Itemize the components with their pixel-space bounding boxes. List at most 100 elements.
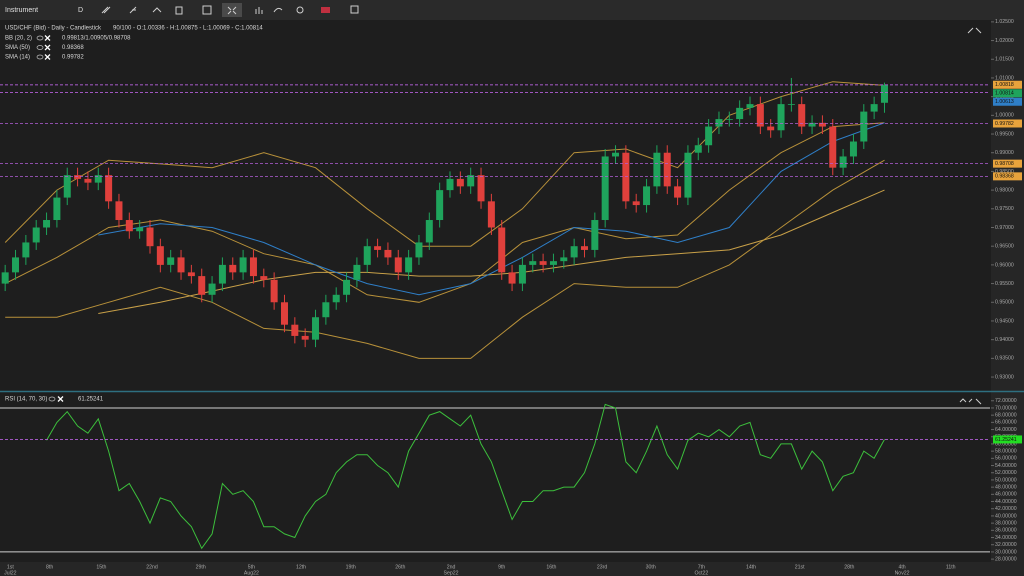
y-tick-label: 32.00000 bbox=[995, 542, 1017, 548]
indicators-icon[interactable] bbox=[255, 7, 263, 14]
price-label: 0.98368 bbox=[995, 174, 1014, 180]
candle-body bbox=[725, 119, 733, 120]
candle-body bbox=[146, 227, 154, 247]
shapes-icon[interactable] bbox=[152, 7, 162, 13]
y-tick-label: 0.97000 bbox=[995, 225, 1014, 231]
popout-icon[interactable] bbox=[350, 5, 359, 14]
y-tick-label: 46.00000 bbox=[995, 492, 1017, 498]
candle-body bbox=[849, 141, 857, 157]
layout-icon[interactable] bbox=[202, 5, 212, 15]
candle-body bbox=[280, 302, 288, 325]
candle-body bbox=[415, 242, 423, 258]
x-tick-label: 14th bbox=[746, 564, 756, 570]
remove-icon[interactable] bbox=[44, 44, 51, 51]
candle-body bbox=[384, 249, 392, 258]
remove-icon[interactable] bbox=[57, 396, 64, 402]
study-name: BB (20, 2) bbox=[5, 36, 32, 42]
candle-body bbox=[467, 175, 475, 187]
x-tick-label: 30th bbox=[646, 564, 656, 570]
candle-body bbox=[32, 227, 40, 243]
candle-body bbox=[301, 335, 309, 340]
candle-body bbox=[343, 279, 351, 295]
candle-body bbox=[22, 242, 30, 258]
candle-body bbox=[684, 152, 692, 198]
rsi-value-label: 61.25241 bbox=[995, 437, 1017, 443]
candle-body bbox=[167, 257, 175, 265]
month-label: Aug22 bbox=[244, 570, 259, 576]
y-tick-label: 34.00000 bbox=[995, 535, 1017, 541]
month-label: Jul22 bbox=[4, 570, 17, 576]
y-tick-label: 0.95500 bbox=[995, 281, 1014, 287]
candle-body bbox=[518, 264, 526, 284]
rsi-value-box bbox=[993, 435, 1022, 444]
visibility-icon[interactable] bbox=[36, 45, 44, 50]
candle-body bbox=[694, 145, 702, 153]
candle-body bbox=[291, 324, 299, 336]
maximize-main-icon[interactable] bbox=[967, 27, 982, 34]
remove-icon[interactable] bbox=[44, 35, 51, 41]
candle-body bbox=[270, 279, 278, 303]
candle-body bbox=[870, 104, 878, 112]
x-tick-label: 26th bbox=[395, 564, 405, 570]
candle-body bbox=[756, 104, 764, 127]
rsi-line bbox=[46, 403, 885, 550]
y-tick-label: 1.02000 bbox=[995, 38, 1014, 44]
candle-body bbox=[12, 257, 20, 273]
candle-body bbox=[229, 264, 237, 273]
instrument-button[interactable]: Instrument bbox=[5, 7, 38, 14]
x-tick-label: 19th bbox=[346, 564, 356, 570]
candle-body bbox=[332, 294, 340, 303]
y-tick-label: 40.00000 bbox=[995, 513, 1017, 519]
candle-body bbox=[705, 126, 713, 146]
rsi-title: RSI (14, 70, 30) bbox=[5, 397, 47, 403]
y-tick-label: 0.95000 bbox=[995, 300, 1014, 306]
y-tick-label: 0.93500 bbox=[995, 356, 1014, 362]
settings-icon[interactable] bbox=[296, 6, 304, 14]
language-icon[interactable] bbox=[321, 7, 330, 13]
visibility-icon[interactable] bbox=[36, 35, 44, 41]
main-ohlc: 90/100 - O:1.00336 - H:1.00875 - L:1.000… bbox=[113, 26, 263, 32]
x-tick-label: 21st bbox=[795, 564, 805, 570]
candle-body bbox=[498, 227, 506, 273]
y-tick-label: 0.96000 bbox=[995, 262, 1014, 268]
candle-body bbox=[767, 126, 775, 131]
candle-body bbox=[570, 246, 578, 258]
candle-body bbox=[839, 156, 847, 168]
fit-button[interactable] bbox=[222, 3, 242, 17]
candle-body bbox=[74, 175, 82, 179]
visibility-icon[interactable] bbox=[36, 54, 44, 60]
study-readout: 0.99782 bbox=[62, 55, 84, 61]
candle-body bbox=[818, 122, 826, 127]
candle-body bbox=[580, 246, 588, 250]
price-label: 0.99782 bbox=[995, 121, 1014, 127]
period-button[interactable]: D bbox=[78, 7, 83, 14]
draw-line-icon[interactable] bbox=[101, 6, 111, 14]
share-icon[interactable] bbox=[273, 7, 283, 13]
pane-controls-icon[interactable] bbox=[959, 398, 982, 405]
y-tick-label: 56.00000 bbox=[995, 456, 1017, 462]
study-name: SMA (50) bbox=[5, 45, 30, 51]
candle-body bbox=[777, 104, 785, 131]
x-tick-label: 7th bbox=[698, 564, 705, 570]
fit-icon[interactable] bbox=[227, 6, 237, 15]
candle-body bbox=[249, 257, 257, 277]
x-tick-label: 11th bbox=[946, 564, 956, 570]
y-tick-label: 60.00000 bbox=[995, 441, 1017, 447]
price-label-box bbox=[993, 97, 1022, 106]
candle-body bbox=[260, 276, 268, 280]
candle-body bbox=[198, 276, 206, 295]
candle-body bbox=[405, 257, 413, 273]
y-tick-label: 0.96500 bbox=[995, 244, 1014, 250]
candle-body bbox=[622, 152, 630, 202]
delete-icon[interactable] bbox=[175, 6, 183, 15]
drawing-icon[interactable] bbox=[129, 6, 137, 14]
price-axis-bg bbox=[991, 20, 1024, 576]
study-line bbox=[98, 122, 885, 296]
candle-body bbox=[239, 257, 247, 273]
candle-body bbox=[136, 227, 144, 232]
remove-icon[interactable] bbox=[44, 54, 51, 60]
visibility-icon[interactable] bbox=[48, 396, 56, 402]
y-tick-label: 38.00000 bbox=[995, 521, 1017, 527]
y-tick-label: 72.00000 bbox=[995, 398, 1017, 404]
y-tick-label: 1.00000 bbox=[995, 113, 1014, 119]
